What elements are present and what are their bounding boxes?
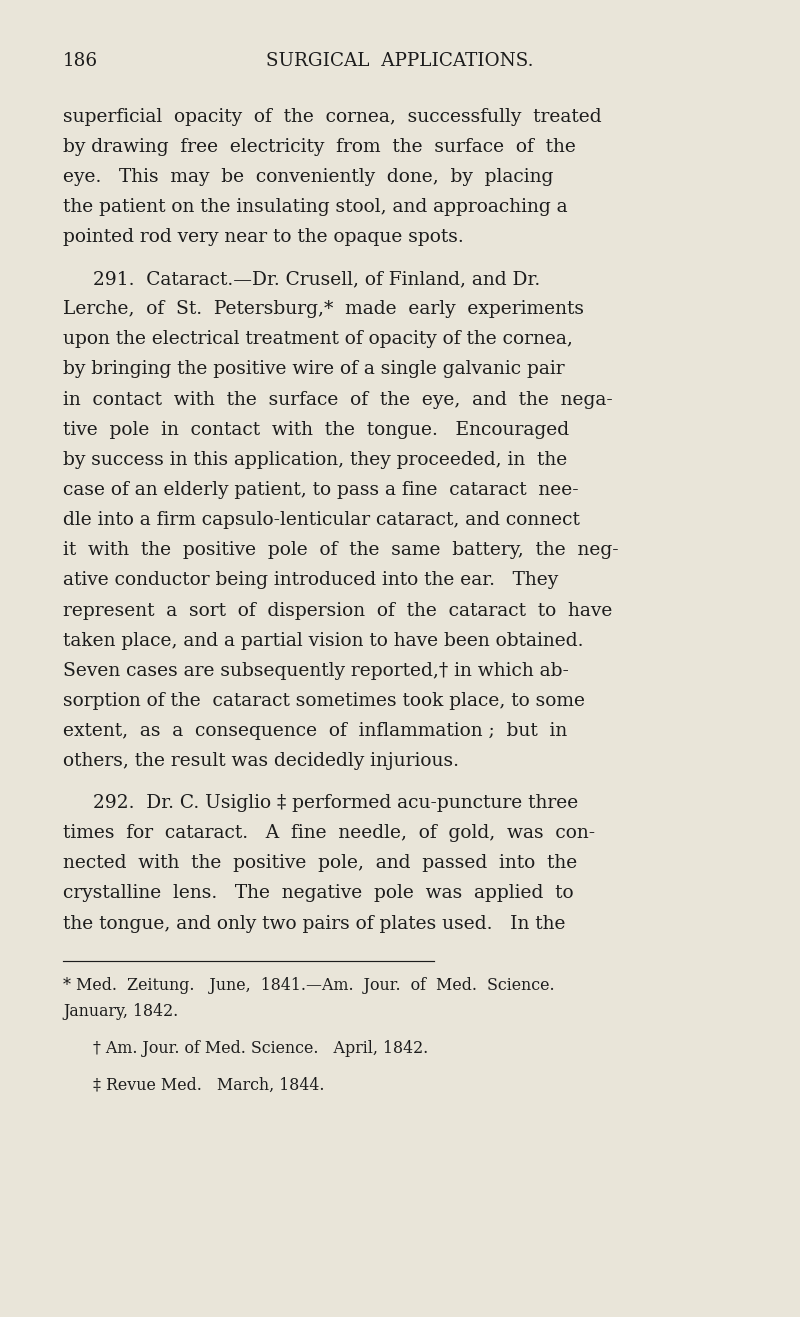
Text: the tongue, and only two pairs of plates used.   In the: the tongue, and only two pairs of plates…: [63, 914, 566, 932]
Text: SURGICAL  APPLICATIONS.: SURGICAL APPLICATIONS.: [266, 51, 534, 70]
Text: ative conductor being introduced into the ear.   They: ative conductor being introduced into th…: [63, 572, 558, 590]
Text: crystalline  lens.   The  negative  pole  was  applied  to: crystalline lens. The negative pole was …: [63, 885, 574, 902]
Text: the patient on the insulating stool, and approaching a: the patient on the insulating stool, and…: [63, 199, 568, 216]
Text: ‡ Revue Med.   March, 1844.: ‡ Revue Med. March, 1844.: [93, 1077, 325, 1094]
Text: case of an elderly patient, to pass a fine  cataract  nee-: case of an elderly patient, to pass a fi…: [63, 481, 578, 499]
Text: pointed rod very near to the opaque spots.: pointed rod very near to the opaque spot…: [63, 228, 464, 246]
Text: by bringing the positive wire of a single galvanic pair: by bringing the positive wire of a singl…: [63, 361, 565, 378]
Text: extent,  as  a  consequence  of  inflammation ;  but  in: extent, as a consequence of inflammation…: [63, 722, 567, 740]
Text: superficial  opacity  of  the  cornea,  successfully  treated: superficial opacity of the cornea, succe…: [63, 108, 602, 126]
Text: dle into a firm capsulo-lenticular cataract, and connect: dle into a firm capsulo-lenticular catar…: [63, 511, 580, 529]
Text: 186: 186: [63, 51, 98, 70]
Text: † Am. Jour. of Med. Science.   April, 1842.: † Am. Jour. of Med. Science. April, 1842…: [93, 1040, 428, 1058]
Text: by drawing  free  electricity  from  the  surface  of  the: by drawing free electricity from the sur…: [63, 138, 576, 155]
Text: it  with  the  positive  pole  of  the  same  battery,  the  neg-: it with the positive pole of the same ba…: [63, 541, 618, 560]
Text: Seven cases are subsequently reported,† in which ab-: Seven cases are subsequently reported,† …: [63, 662, 569, 680]
Text: tive  pole  in  contact  with  the  tongue.   Encouraged: tive pole in contact with the tongue. En…: [63, 420, 569, 439]
Text: upon the electrical treatment of opacity of the cornea,: upon the electrical treatment of opacity…: [63, 331, 573, 348]
Text: nected  with  the  positive  pole,  and  passed  into  the: nected with the positive pole, and passe…: [63, 855, 578, 872]
Text: by success in this application, they proceeded, in  the: by success in this application, they pro…: [63, 450, 567, 469]
Text: 292.  Dr. C. Usiglio ‡ performed acu-puncture three: 292. Dr. C. Usiglio ‡ performed acu-punc…: [93, 794, 578, 813]
Text: times  for  cataract.   A  fine  needle,  of  gold,  was  con-: times for cataract. A fine needle, of go…: [63, 824, 595, 842]
Text: * Med.  Zeitung.   June,  1841.—Am.  Jour.  of  Med.  Science.: * Med. Zeitung. June, 1841.—Am. Jour. of…: [63, 977, 554, 994]
Text: taken place, and a partial vision to have been obtained.: taken place, and a partial vision to hav…: [63, 632, 583, 649]
Text: January, 1842.: January, 1842.: [63, 1004, 178, 1021]
Text: Lerche,  of  St.  Petersburg,*  made  early  experiments: Lerche, of St. Petersburg,* made early e…: [63, 300, 584, 319]
Text: others, the result was decidedly injurious.: others, the result was decidedly injurio…: [63, 752, 459, 770]
Text: represent  a  sort  of  dispersion  of  the  cataract  to  have: represent a sort of dispersion of the ca…: [63, 602, 612, 619]
Text: 291.  Cataract.—Dr. Crusell, of Finland, and Dr.: 291. Cataract.—Dr. Crusell, of Finland, …: [93, 270, 540, 288]
Text: eye.   This  may  be  conveniently  done,  by  placing: eye. This may be conveniently done, by p…: [63, 169, 554, 186]
Text: sorption of the  cataract sometimes took place, to some: sorption of the cataract sometimes took …: [63, 693, 585, 710]
Text: in  contact  with  the  surface  of  the  eye,  and  the  nega-: in contact with the surface of the eye, …: [63, 391, 613, 408]
